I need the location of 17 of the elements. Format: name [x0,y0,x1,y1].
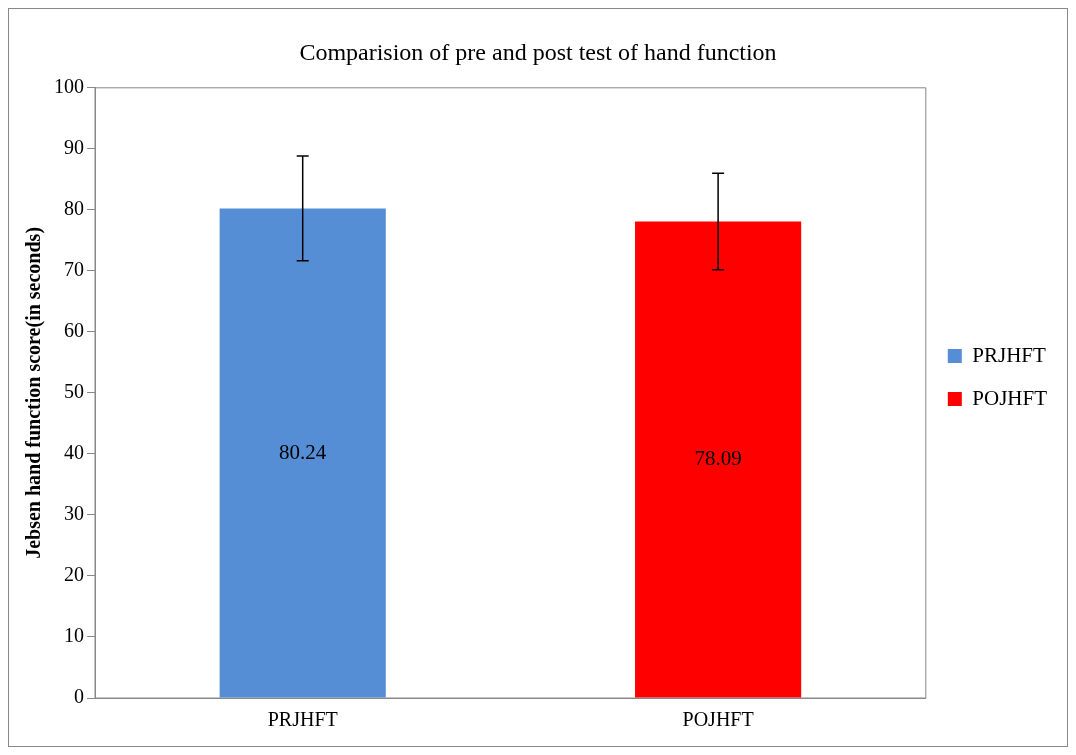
y-tick-label: 40 [64,441,84,464]
data-label: 78.09 [694,446,742,471]
y-tick-label: 30 [64,502,84,525]
y-tick-label: 60 [64,319,84,342]
y-tick-label: 0 [74,685,84,708]
y-tick-label: 20 [64,563,84,586]
chart-title: Comparision of pre and post test of hand function [299,38,777,65]
legend-label: POJHFT [972,385,1048,410]
y-tick-label: 100 [54,75,84,98]
legend-label: PRJHFT [972,342,1047,367]
y-tick-label: 80 [64,197,84,220]
y-axis-title: Jebsen hand function score(in seconds) [22,226,46,559]
y-tick-label: 90 [64,136,84,159]
data-label: 80.24 [279,439,327,464]
y-tick-label: 10 [64,624,84,647]
y-tick-label: 70 [64,258,84,281]
y-tick-label: 50 [64,380,84,403]
